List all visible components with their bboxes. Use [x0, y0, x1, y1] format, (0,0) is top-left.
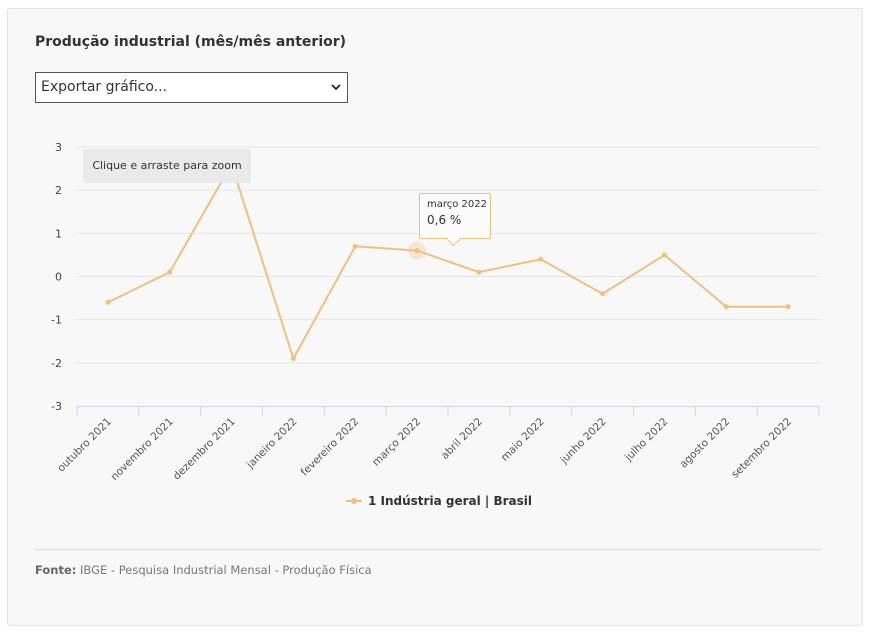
divider — [35, 549, 821, 550]
data-point[interactable] — [290, 356, 296, 362]
x-tick-label: junho 2022 — [558, 416, 609, 467]
x-tick-label: julho 2022 — [622, 416, 671, 465]
data-point[interactable] — [661, 252, 667, 258]
x-tick-label: março 2022 — [370, 416, 423, 469]
y-tick-label: 2 — [55, 184, 62, 197]
data-point[interactable] — [105, 299, 111, 305]
x-tick-label: outubro 2021 — [55, 416, 114, 475]
data-point[interactable] — [723, 304, 729, 310]
zoom-hint: Clique e arraste para zoom — [83, 149, 251, 183]
data-point[interactable] — [167, 269, 173, 275]
x-tick-label: janeiro 2022 — [244, 416, 300, 472]
data-point[interactable] — [414, 248, 420, 254]
series-line-group[interactable] — [105, 161, 791, 362]
y-tick-label: -2 — [51, 357, 62, 370]
tooltip-label: março 2022 — [427, 199, 488, 210]
x-tick-label: novembro 2021 — [109, 416, 176, 483]
source-label: Fonte: — [35, 563, 77, 577]
data-point[interactable] — [476, 269, 482, 275]
export-select-value: Exportar gráfico... — [41, 79, 168, 95]
legend-item[interactable]: 1 Indústria geral | Brasil — [346, 493, 532, 509]
data-tooltip: março 2022 0,6 % — [419, 193, 491, 247]
x-tick-label: abril 2022 — [439, 416, 485, 462]
chevron-down-icon — [330, 73, 342, 113]
y-tick-label: 0 — [55, 271, 62, 284]
chart-card — [7, 8, 863, 626]
data-point[interactable] — [352, 243, 358, 249]
legend-swatch-icon — [346, 496, 362, 506]
source-note: Fonte: IBGE - Pesquisa Industrial Mensal… — [35, 563, 372, 577]
y-tick-label: -1 — [51, 314, 62, 327]
tooltip-value: 0,6 % — [427, 213, 462, 227]
data-point[interactable] — [785, 304, 791, 310]
x-tick-label: setembro 2022 — [729, 416, 794, 481]
x-tick-label: dezembro 2021 — [171, 416, 238, 483]
y-tick-label: 1 — [55, 227, 62, 240]
source-text: IBGE - Pesquisa Industrial Mensal - Prod… — [76, 563, 372, 577]
data-point[interactable] — [538, 256, 544, 262]
data-point[interactable] — [600, 291, 606, 297]
export-chart-select[interactable]: Exportar gráfico... — [35, 72, 348, 103]
y-axis-ticks: 3 2 1 0 -1 -2 -3 — [51, 141, 62, 413]
x-tick-label: agosto 2022 — [677, 416, 732, 471]
y-tick-label: -3 — [51, 400, 62, 413]
x-tick-label: maio 2022 — [499, 416, 547, 464]
legend-label: 1 Indústria geral | Brasil — [368, 494, 532, 508]
x-tick-label: fevereiro 2022 — [299, 416, 362, 479]
x-axis — [76, 406, 820, 416]
y-tick-label: 3 — [55, 141, 62, 154]
chart-title: Produção industrial (mês/mês anterior) — [35, 34, 347, 50]
